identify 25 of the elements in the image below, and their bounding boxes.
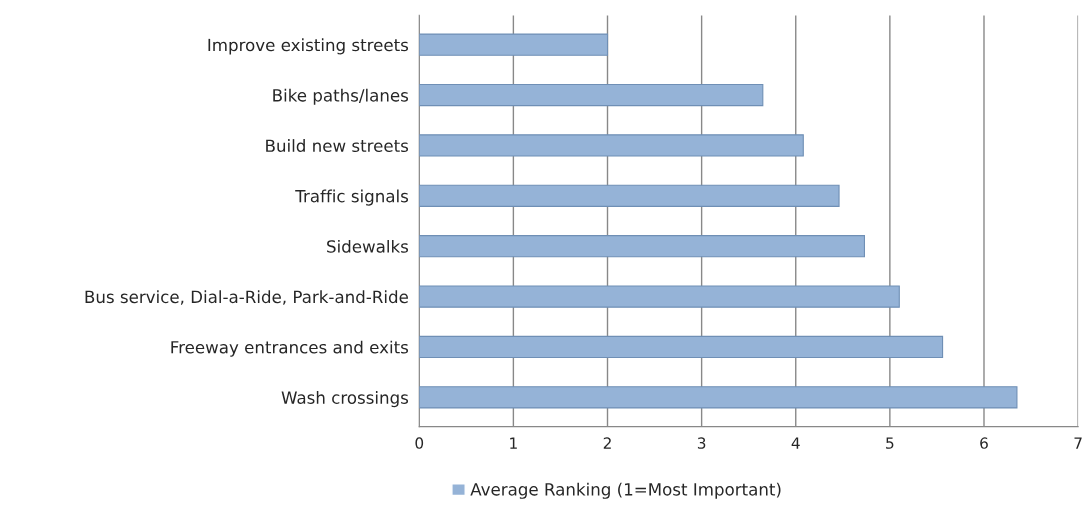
y-tick-label: Build new streets	[266, 139, 409, 153]
x-tick-label: 6	[980, 437, 988, 449]
x-tick-label: 2	[603, 437, 611, 449]
bar	[419, 83, 764, 107]
y-tick-label: Sidewalks	[327, 239, 409, 253]
y-tick-label: Freeway entrances and exits	[171, 340, 409, 357]
bar	[419, 335, 944, 359]
y-tick-label: Wash crossings	[281, 391, 409, 408]
x-tick-label: 5	[886, 437, 894, 449]
x-tick-label: 7	[1074, 437, 1082, 449]
bar	[419, 134, 804, 157]
y-tick-label: Bus service, Dial-a-Ride, Park-and-Ride	[85, 290, 408, 305]
bar	[419, 386, 1018, 409]
bar	[419, 235, 866, 258]
x-tick-label: 1	[510, 437, 517, 449]
y-tick-label: Bike paths/lanes	[273, 88, 409, 105]
x-tick-label: 4	[791, 437, 800, 449]
bar	[419, 285, 900, 308]
x-tick-label: 3	[697, 437, 706, 449]
y-tick-label: Improve existing streets	[208, 38, 409, 55]
legend-label: Average Ranking (1=Most Important)	[470, 482, 781, 499]
x-tick-label: 0	[415, 437, 424, 449]
y-tick-label: Traffic signals	[295, 189, 409, 206]
bar	[419, 184, 840, 207]
bar	[419, 33, 609, 56]
